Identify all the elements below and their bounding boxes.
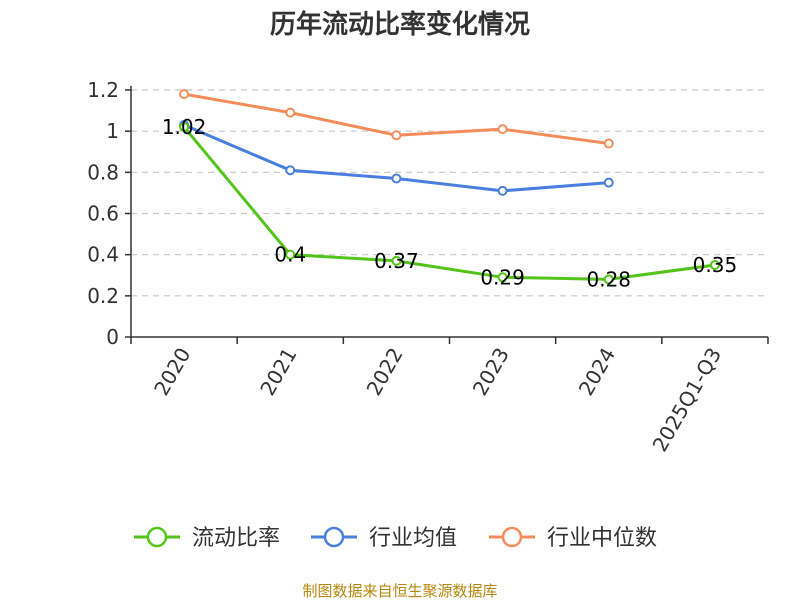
data-point [285, 249, 296, 260]
x-tick-label: 2023 [468, 344, 514, 400]
source-note: 制图数据来自恒生聚源数据库 [302, 582, 497, 600]
data-point [497, 185, 508, 196]
x-tick-label: 2022 [362, 344, 408, 400]
data-label: 0.35 [693, 253, 738, 277]
x-tick-label: 2025Q1-Q3 [648, 344, 727, 456]
data-point [603, 177, 614, 188]
data-point [497, 124, 508, 135]
data-point [497, 272, 508, 283]
y-tick-label: 0.8 [87, 160, 119, 184]
chart-title: 历年流动比率变化情况 [270, 9, 530, 40]
y-tick-label: 0.4 [87, 243, 119, 267]
data-point [285, 165, 296, 176]
x-tick-label: 2021 [255, 344, 301, 400]
data-label: 1.02 [162, 115, 207, 139]
data-label: 0.29 [480, 265, 525, 289]
legend-marker [501, 526, 523, 548]
legend-label: 流动比率 [192, 526, 280, 551]
data-point [285, 107, 296, 118]
y-tick-label: 1 [106, 119, 119, 143]
data-point [391, 173, 402, 184]
data-label: 0.28 [586, 267, 631, 291]
data-point [391, 130, 402, 141]
data-point [603, 274, 614, 285]
legend-marker [146, 526, 168, 548]
y-tick-label: 1.2 [87, 78, 119, 102]
data-point [179, 122, 190, 133]
x-tick-label: 2020 [149, 344, 195, 400]
data-point [179, 89, 190, 100]
x-tick-label: 2024 [574, 344, 620, 400]
y-tick-label: 0.2 [87, 284, 119, 308]
data-label: 0.37 [374, 249, 419, 273]
series-group [179, 89, 720, 285]
y-tick-label: 0.6 [87, 202, 119, 226]
data-label: 0.4 [274, 243, 306, 267]
legend-label: 行业中位数 [547, 526, 657, 551]
data-point [709, 259, 720, 270]
legend-marker [323, 526, 345, 548]
grid [131, 89, 768, 297]
data-labels: 1.02 0.4 0.37 0.29 0.28 0.35 [162, 115, 737, 291]
data-point [391, 255, 402, 266]
series-line [182, 126, 716, 281]
legend-label: 行业均值 [369, 526, 457, 551]
y-tick-label: 0 [106, 325, 119, 349]
data-point [603, 138, 614, 149]
legend: 流动比率 行业均值 行业中位数 [134, 526, 657, 551]
